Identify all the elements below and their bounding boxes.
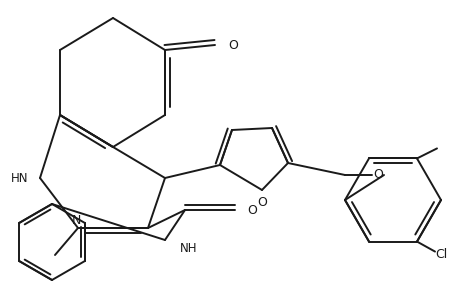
Text: O: O [228,39,238,51]
Text: NH: NH [180,241,197,254]
Text: O: O [247,204,257,216]
Text: O: O [257,195,267,208]
Text: N: N [72,214,82,227]
Text: Cl: Cl [435,248,447,261]
Text: O: O [373,168,383,181]
Text: HN: HN [11,172,28,185]
